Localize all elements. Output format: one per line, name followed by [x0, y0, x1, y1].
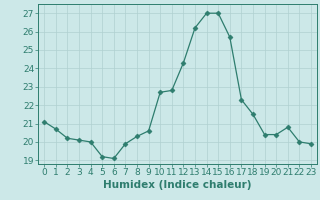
- X-axis label: Humidex (Indice chaleur): Humidex (Indice chaleur): [103, 180, 252, 190]
